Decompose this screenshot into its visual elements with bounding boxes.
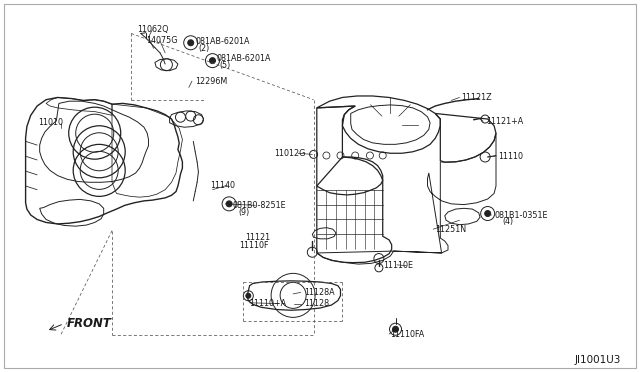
Text: 11110F: 11110F [239,241,268,250]
Text: 11062Q: 11062Q [138,25,169,34]
Text: (9): (9) [239,208,250,217]
Text: 11121Z: 11121Z [461,93,492,102]
Circle shape [246,293,251,298]
Circle shape [392,326,399,332]
Text: 081AB-6201A: 081AB-6201A [195,37,250,46]
Text: 11121+A: 11121+A [486,117,524,126]
Text: 081AB-6201A: 081AB-6201A [216,54,271,63]
Text: 11012G: 11012G [274,149,305,158]
Text: 11110+A: 11110+A [250,299,287,308]
Text: 11128A: 11128A [304,288,335,297]
Circle shape [484,211,491,217]
Text: 11128: 11128 [304,299,329,308]
Text: FRONT: FRONT [67,317,112,330]
Text: 11251N: 11251N [435,225,467,234]
Text: 14075G: 14075G [146,36,177,45]
Text: JI1001U3: JI1001U3 [575,355,621,365]
Text: 11110E: 11110E [383,261,413,270]
Text: 081B1-0351E: 081B1-0351E [494,211,548,219]
Circle shape [188,40,194,46]
Text: 11140: 11140 [210,181,235,190]
Circle shape [209,58,216,64]
Text: 11110: 11110 [498,152,523,161]
Text: 11010: 11010 [38,118,63,127]
Text: 11121: 11121 [245,233,270,242]
Text: 11110FA: 11110FA [390,330,425,339]
Circle shape [226,201,232,207]
Text: 081B0-8251E: 081B0-8251E [232,201,286,210]
Text: 12296M: 12296M [195,77,227,86]
Text: (2): (2) [198,44,210,53]
Text: (4): (4) [502,217,513,226]
Text: (5): (5) [220,61,231,70]
